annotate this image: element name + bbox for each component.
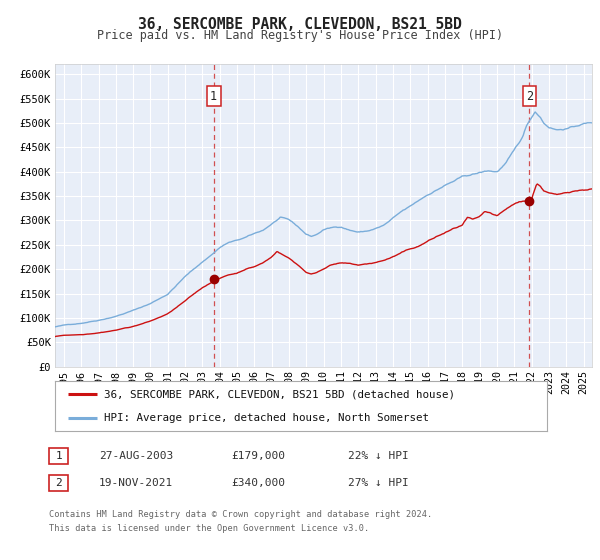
Text: This data is licensed under the Open Government Licence v3.0.: This data is licensed under the Open Gov…	[49, 524, 370, 533]
Text: £340,000: £340,000	[231, 478, 285, 488]
Text: 2: 2	[55, 478, 62, 488]
Text: 1: 1	[55, 451, 62, 461]
Text: 36, SERCOMBE PARK, CLEVEDON, BS21 5BD: 36, SERCOMBE PARK, CLEVEDON, BS21 5BD	[138, 17, 462, 32]
Text: £179,000: £179,000	[231, 451, 285, 461]
Text: 2: 2	[526, 90, 533, 102]
Text: 19-NOV-2021: 19-NOV-2021	[99, 478, 173, 488]
Text: HPI: Average price, detached house, North Somerset: HPI: Average price, detached house, Nort…	[104, 413, 430, 423]
Text: 1: 1	[210, 90, 217, 102]
Text: 36, SERCOMBE PARK, CLEVEDON, BS21 5BD (detached house): 36, SERCOMBE PARK, CLEVEDON, BS21 5BD (d…	[104, 389, 455, 399]
Text: Price paid vs. HM Land Registry's House Price Index (HPI): Price paid vs. HM Land Registry's House …	[97, 29, 503, 42]
Text: Contains HM Land Registry data © Crown copyright and database right 2024.: Contains HM Land Registry data © Crown c…	[49, 510, 433, 519]
Text: 27% ↓ HPI: 27% ↓ HPI	[348, 478, 409, 488]
Text: 22% ↓ HPI: 22% ↓ HPI	[348, 451, 409, 461]
Text: 27-AUG-2003: 27-AUG-2003	[99, 451, 173, 461]
